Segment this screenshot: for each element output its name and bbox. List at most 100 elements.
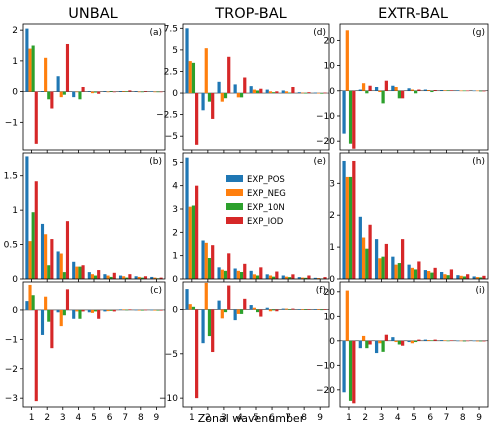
y-tick-label: −20	[316, 386, 335, 396]
bar-exp-neg-k4	[75, 266, 79, 279]
y-tick-label: 0	[172, 89, 178, 99]
bar-exp-pos-k1	[342, 160, 346, 279]
bar-exp-iod-k5	[97, 309, 101, 319]
bar-exp-pos-k4	[233, 268, 237, 279]
bar-exp-10n-k1	[31, 295, 35, 310]
bar-exp-iod-k5	[417, 89, 421, 91]
y-tick-label: 10	[324, 62, 336, 72]
bar-exp-pos-k9	[313, 277, 317, 279]
bar-exp-10n-k3	[223, 309, 228, 313]
bar-exp-pos-k9	[472, 276, 476, 279]
bar-exp-neg-k1	[28, 284, 32, 310]
bar-exp-neg-k6	[427, 271, 431, 279]
bar-exp-10n-k2	[207, 93, 212, 102]
bar-exp-10n-k4	[78, 91, 82, 100]
y-tick-label: 0	[12, 88, 18, 98]
bar-exp-iod-k8	[143, 276, 148, 279]
bar-exp-pos-k4	[391, 85, 395, 91]
bar-exp-pos-k1	[25, 28, 29, 92]
bar-exp-10n-k6	[430, 272, 434, 279]
bar-exp-iod-k1	[34, 309, 38, 402]
bar-exp-iod-k6	[433, 90, 437, 91]
bar-exp-neg-k9	[475, 277, 480, 279]
bar-exp-10n-k1	[348, 176, 353, 279]
bar-exp-pos-k2	[358, 216, 362, 279]
bar-exp-10n-k7	[288, 92, 292, 94]
bar-exp-iod-k7	[291, 274, 295, 279]
x-tick-label: 5	[91, 413, 97, 423]
legend: EXP_POS EXP_NEG EXP_10N EXP_IOD	[226, 175, 286, 227]
bar-exp-iod-k8	[307, 309, 311, 310]
bar-exp-neg-k5	[252, 307, 256, 310]
y-tick-label: 5	[172, 158, 178, 168]
bar-exp-iod-k3	[65, 43, 70, 92]
bar-exp-10n-k4	[78, 309, 82, 319]
bar-exp-neg-k5	[410, 267, 414, 279]
bar-exp-neg-k2	[44, 57, 48, 92]
bar-exp-pos-k3	[374, 340, 379, 354]
bar-exp-neg-k8	[300, 309, 305, 310]
bar-exp-neg-k1	[28, 48, 32, 92]
bar-exp-pos-k5	[249, 270, 253, 279]
column-title-unbal: UNBAL	[68, 6, 117, 22]
bar-exp-pos-k6	[423, 339, 428, 341]
bar-exp-pos-k6	[265, 89, 269, 94]
x-tick-label: 9	[154, 413, 160, 423]
panel-label: (b)	[149, 157, 162, 167]
bar-exp-neg-k5	[410, 89, 414, 91]
bar-exp-pos-k2	[201, 309, 205, 344]
bar-exp-neg-k8	[137, 276, 141, 279]
bar-exp-iod-k6	[275, 309, 279, 312]
bar-exp-10n-k8	[304, 309, 308, 310]
bar-exp-iod-k7	[128, 309, 132, 310]
bar-exp-iod-k7	[128, 274, 132, 279]
bar-exp-neg-k7	[122, 309, 126, 310]
x-tick-label: 2	[205, 413, 211, 423]
bar-exp-neg-k7	[443, 274, 447, 279]
bar-exp-neg-k1	[28, 241, 32, 279]
bar-exp-pos-k1	[185, 289, 189, 310]
bar-exp-neg-k7	[122, 276, 126, 279]
bar-exp-pos-k8	[134, 276, 138, 279]
bar-exp-pos-k9	[313, 309, 317, 310]
bar-exp-neg-k7	[284, 91, 289, 94]
bar-exp-neg-k3	[220, 309, 224, 319]
bar-exp-10n-k3	[62, 309, 66, 316]
y-tick-label: −1	[5, 335, 18, 345]
panel-label: (i)	[475, 286, 485, 296]
bar-exp-iod-k3	[384, 80, 388, 91]
x-tick-label: 5	[411, 413, 417, 423]
bar-exp-pos-k7	[281, 90, 285, 94]
bar-exp-neg-k9	[316, 309, 321, 310]
bar-exp-neg-k2	[44, 296, 48, 310]
legend-entry: EXP_IOD	[247, 217, 284, 227]
x-tick-label: 3	[60, 413, 66, 423]
bar-exp-neg-k3	[59, 91, 63, 98]
bar-exp-pos-k8	[297, 309, 301, 310]
bar-exp-neg-k9	[475, 90, 480, 92]
bar-exp-neg-k4	[394, 264, 398, 279]
x-tick-label: 6	[427, 413, 433, 423]
bar-exp-neg-k3	[378, 340, 382, 344]
bar-exp-pos-k3	[217, 300, 221, 310]
y-tick-label: 1	[172, 252, 178, 262]
x-tick-label: 3	[379, 413, 385, 423]
bar-exp-iod-k1	[195, 93, 199, 145]
bar-exp-pos-k1	[25, 156, 29, 279]
bar-exp-pos-k1	[342, 90, 346, 134]
bar-exp-iod-k4	[400, 239, 405, 279]
bar-exp-pos-k5	[249, 305, 253, 310]
x-tick-label: 1	[189, 413, 195, 423]
bar-exp-10n-k6	[109, 309, 113, 311]
bar-exp-10n-k4	[239, 309, 244, 314]
y-tick-label: 0	[329, 87, 335, 97]
panel-d: −5 −2.5 0 2.5 5 7.5 (d)	[156, 23, 330, 153]
bar-exp-iod-k8	[466, 90, 470, 92]
bar-exp-pos-k5	[407, 340, 411, 343]
x-tick-label: 6	[107, 413, 113, 423]
x-tick-label: 8	[460, 413, 466, 423]
bar-exp-pos-k5	[407, 88, 411, 91]
bar-exp-10n-k1	[348, 90, 353, 144]
panel-b: 0 0.5 1 1.5 (b)	[4, 152, 166, 285]
bar-exp-10n-k5	[256, 90, 260, 94]
